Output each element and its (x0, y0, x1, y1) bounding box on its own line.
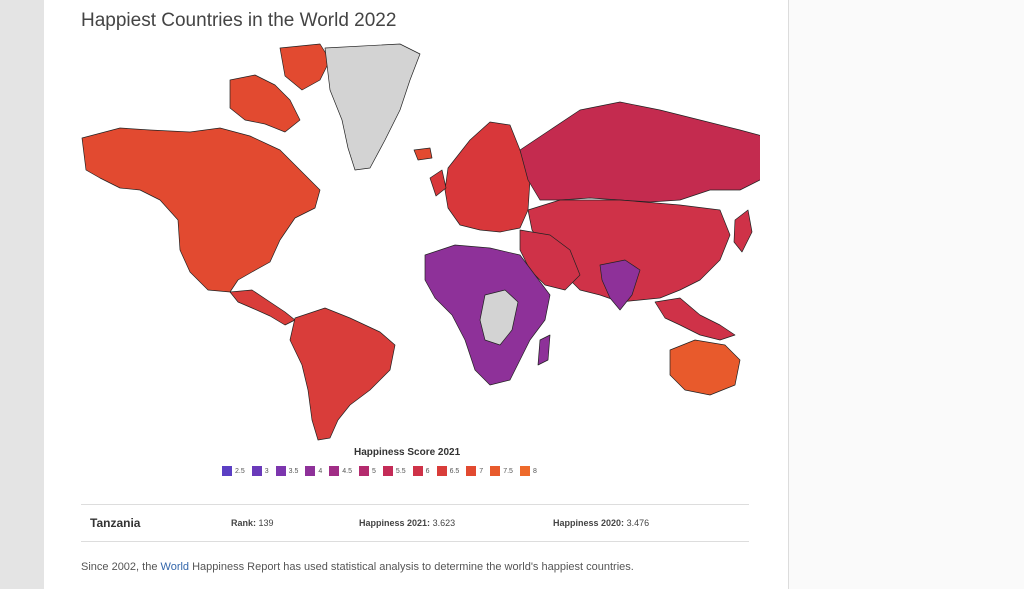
legend-swatch (519, 466, 530, 476)
legend-item: 2.5 (222, 466, 245, 476)
happiness-2020-value: 3.476 (626, 518, 650, 528)
region-north-america[interactable] (81, 127, 321, 293)
legend-swatch (382, 466, 393, 476)
region-iceland[interactable] (413, 147, 433, 161)
legend-swatch (251, 466, 262, 476)
world-map[interactable] (80, 40, 760, 445)
happiness-2021-label: Happiness 2021: (359, 518, 431, 528)
legend-label: 8 (532, 467, 537, 475)
legend-swatch (359, 466, 370, 476)
legend-item: 3 (251, 466, 269, 476)
legend-label: 6.5 (449, 467, 460, 475)
footer-after: Happiness Report has used statistical an… (189, 561, 634, 573)
legend-item: 8 (519, 466, 537, 476)
region-canada-north[interactable] (279, 43, 331, 91)
region-uk[interactable] (429, 169, 447, 197)
legend-label: 7 (479, 467, 484, 475)
right-pane (789, 0, 1024, 589)
legend-item: 5 (359, 466, 376, 476)
legend-label: 2.5 (235, 467, 245, 475)
region-australia[interactable] (669, 339, 741, 396)
legend-swatch (305, 466, 316, 476)
footer-before: Since 2002, the (81, 561, 161, 573)
left-margin-strip (0, 0, 44, 589)
legend-label: 3 (264, 467, 269, 475)
region-greenland[interactable] (324, 43, 421, 171)
legend-swatch (490, 466, 501, 476)
region-arctic-islands[interactable] (229, 74, 301, 133)
legend-item: 6.5 (436, 466, 460, 476)
region-japan[interactable] (733, 209, 753, 253)
legend-label: 5.5 (395, 467, 406, 475)
legend: 2.5 3 3.5 4 4.5 5 5.5 6 6.5 7 7.5 8 (222, 466, 544, 476)
legend-item: 3.5 (275, 466, 299, 476)
legend-swatch (275, 466, 286, 476)
happiness-2020-stat: Happiness 2020: 3.476 (553, 518, 649, 528)
region-russia[interactable] (519, 101, 760, 203)
legend-item: 6 (412, 466, 430, 476)
rank-label: Rank: (231, 518, 257, 528)
happiness-2021-stat: Happiness 2021: 3.623 (359, 518, 455, 528)
map-card: Happiest Countries in the World 2022 (44, 0, 789, 589)
legend-label: 4 (318, 467, 323, 475)
world-link[interactable]: World (160, 561, 190, 573)
legend-swatch (412, 466, 423, 476)
happiness-2021-value: 3.623 (432, 518, 456, 528)
footer-text: Since 2002, the World Happiness Report h… (81, 561, 634, 573)
legend-item: 7 (466, 466, 483, 476)
rank-value: 139 (258, 518, 274, 528)
map-title: Happiest Countries in the World 2022 (81, 10, 397, 31)
legend-item: 4.5 (329, 466, 352, 476)
legend-swatch (466, 466, 477, 476)
legend-label: 3.5 (288, 467, 299, 475)
legend-swatch (436, 466, 447, 476)
region-europe[interactable] (444, 121, 531, 233)
legend-label: 5 (372, 467, 376, 475)
region-southeast-asia[interactable] (654, 297, 736, 341)
region-africa-no-data[interactable] (479, 289, 519, 346)
region-madagascar[interactable] (537, 334, 551, 366)
legend-item: 5.5 (382, 466, 406, 476)
region-south-america[interactable] (289, 307, 396, 441)
legend-title: Happiness Score 2021 (354, 447, 461, 458)
legend-label: 4.5 (342, 467, 353, 475)
country-info-row: Tanzania Rank: 139 Happiness 2021: 3.623… (81, 504, 749, 542)
country-name: Tanzania (90, 516, 141, 530)
legend-label: 6 (425, 467, 430, 475)
rank-stat: Rank: 139 (231, 518, 274, 528)
region-central-america[interactable] (229, 289, 296, 326)
legend-item: 4 (305, 466, 322, 476)
happiness-2020-label: Happiness 2020: (553, 518, 625, 528)
legend-swatch (222, 466, 232, 476)
legend-swatch (329, 466, 340, 476)
legend-label: 7.5 (503, 467, 513, 475)
legend-item: 7.5 (490, 466, 513, 476)
region-india[interactable] (599, 259, 641, 311)
